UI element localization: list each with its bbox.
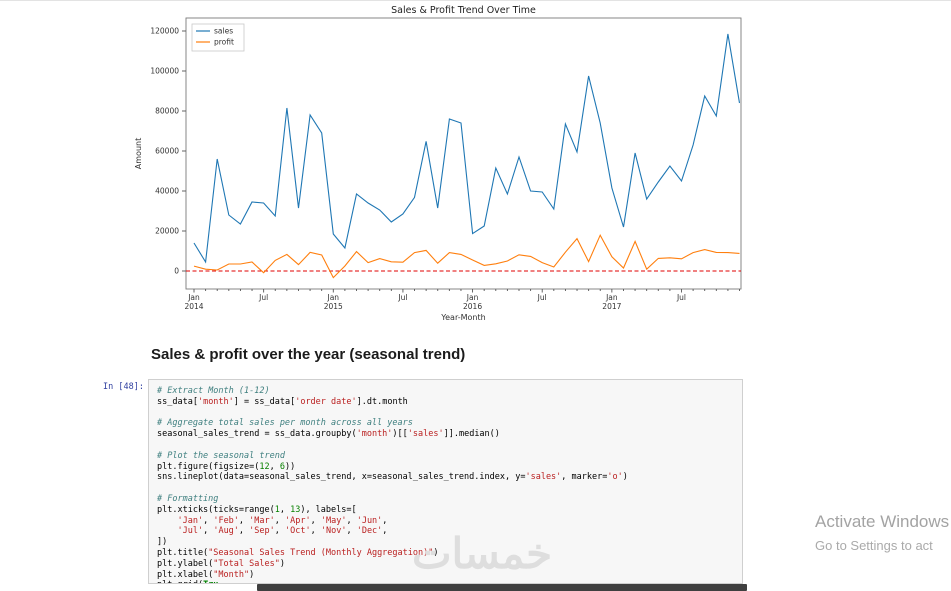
svg-text:Jul: Jul (676, 293, 686, 302)
svg-text:40000: 40000 (155, 187, 179, 196)
activate-windows-text: Activate Windows (815, 512, 950, 531)
svg-text:20000: 20000 (155, 227, 179, 236)
svg-text:Jul: Jul (258, 293, 268, 302)
svg-text:60000: 60000 (155, 147, 179, 156)
svg-text:Jul: Jul (537, 293, 547, 302)
svg-text:Jul: Jul (397, 293, 407, 302)
svg-text:Amount: Amount (134, 138, 143, 169)
section-heading: Sales & profit over the year (seasonal t… (151, 346, 466, 363)
trend-chart: 0 20000 40000 60000 80000 100000 120000 Jan 2014… (130, 5, 746, 327)
svg-text:Sales & Profit Trend Over Time: Sales & Profit Trend Over Time (391, 5, 536, 16)
svg-text:Jan: Jan (327, 293, 340, 302)
svg-text:0: 0 (174, 267, 179, 276)
svg-text:2014: 2014 (184, 302, 203, 311)
svg-text:80000: 80000 (155, 107, 179, 116)
svg-text:120000: 120000 (150, 27, 179, 36)
code-cell[interactable]: # Extract Month (1-12) ss_data['month'] =… (148, 379, 743, 584)
trend-chart-svg: 020000400006000080000100000120000Jan2014… (134, 5, 742, 322)
svg-text:Jan: Jan (466, 293, 479, 302)
svg-text:2016: 2016 (463, 302, 482, 311)
svg-text:Jan: Jan (187, 293, 200, 302)
horizontal-scrollbar-thumb[interactable] (257, 584, 747, 591)
svg-text:2017: 2017 (602, 302, 621, 311)
svg-text:sales: sales (214, 27, 233, 36)
cell-prompt: In [48]: (103, 382, 144, 392)
code-editor[interactable]: # Extract Month (1-12) ss_data['month'] =… (157, 386, 628, 583)
svg-text:2015: 2015 (324, 302, 343, 311)
svg-text:Jan: Jan (605, 293, 618, 302)
svg-text:Year-Month: Year-Month (440, 313, 485, 322)
svg-text:profit: profit (214, 38, 234, 47)
activate-windows-subtext: Go to Settings to act (815, 538, 933, 553)
svg-text:100000: 100000 (150, 67, 179, 76)
